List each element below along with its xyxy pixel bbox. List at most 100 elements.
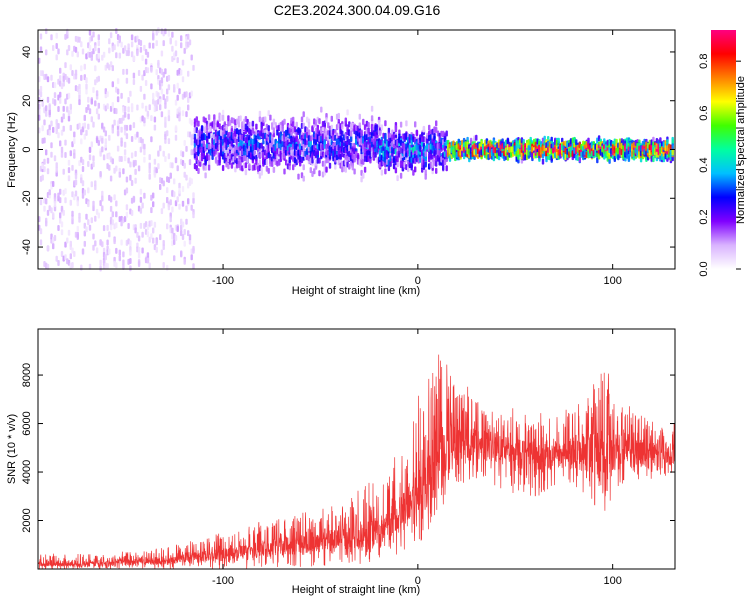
heatmap-cell (384, 168, 387, 175)
heatmap-cell (71, 50, 74, 57)
heatmap-cell (92, 233, 95, 240)
heatmap-cell (374, 151, 377, 158)
heatmap-cell (380, 124, 384, 131)
heatmap-cell (160, 111, 164, 118)
heatmap-cell (267, 125, 270, 132)
snr-y-tick-label: 2000 (21, 508, 33, 532)
heatmap-cell (60, 229, 64, 236)
heatmap-cell (195, 155, 198, 162)
heatmap-cell (118, 37, 121, 44)
heatmap-cell (188, 234, 192, 241)
heatmap-cell (392, 133, 396, 140)
heatmap-cell (144, 67, 148, 73)
colorbar-label: Normalized spectral amplitude (735, 76, 747, 224)
heatmap-cell (66, 237, 69, 244)
heatmap-cell (64, 241, 67, 248)
heatmap-cell (55, 255, 58, 262)
heatmap-cell (125, 124, 129, 131)
heatmap-cell (109, 175, 113, 182)
heatmap-cell (45, 149, 48, 156)
heatmap-cell (123, 129, 127, 136)
heatmap-cell (87, 201, 90, 208)
heatmap-cell (94, 240, 97, 247)
heatmap-cell (97, 52, 100, 59)
heatmap-cell (129, 161, 132, 168)
heatmap-y-tick-label: 40 (21, 46, 33, 58)
heatmap-cell (202, 140, 205, 147)
heatmap-cell (396, 151, 399, 158)
heatmap-cell (180, 224, 183, 231)
heatmap-cell (152, 192, 155, 199)
heatmap-cell (178, 187, 181, 194)
heatmap-cell (108, 164, 111, 171)
heatmap-cell (169, 199, 172, 206)
heatmap-cell (102, 51, 106, 58)
heatmap-cell (97, 113, 100, 120)
heatmap-cell (497, 150, 501, 156)
heatmap-cell (483, 149, 487, 156)
heatmap-cell (363, 141, 367, 148)
heatmap-cell (130, 103, 134, 110)
heatmap-cell (239, 134, 242, 141)
heatmap-cell (87, 187, 90, 194)
heatmap-cell (242, 155, 246, 162)
heatmap-cell (242, 118, 246, 125)
heatmap-cell (97, 34, 100, 41)
heatmap-cell (53, 235, 57, 241)
heatmap-cell (160, 249, 164, 256)
heatmap-cell (139, 46, 143, 53)
heatmap-cell (88, 29, 92, 36)
heatmap-cell (41, 70, 44, 77)
heatmap-cell (38, 103, 41, 110)
heatmap-cell (52, 45, 55, 51)
heatmap-cell (414, 166, 417, 173)
heatmap-cell (60, 151, 64, 158)
heatmap-cell (111, 102, 114, 108)
heatmap-cell (162, 262, 165, 268)
heatmap-cell (207, 132, 211, 139)
heatmap-cell (143, 93, 146, 100)
heatmap-cell (155, 105, 158, 112)
heatmap-cell (235, 118, 239, 125)
snr-y-axis-label: SNR (10 * v/v) (6, 414, 18, 484)
heatmap-cell (45, 105, 48, 112)
heatmap-cell (167, 204, 171, 211)
heatmap-cell (162, 150, 165, 157)
heatmap-cell (325, 117, 328, 124)
heatmap-cell (181, 76, 185, 83)
heatmap-cell (143, 117, 146, 124)
heatmap-cell (541, 158, 545, 165)
heatmap-cell (123, 141, 127, 148)
heatmap-cell (137, 205, 141, 212)
heatmap-cell (81, 159, 85, 166)
heatmap-cell (71, 70, 74, 76)
heatmap-cell (389, 133, 392, 140)
heatmap-cell (251, 120, 255, 127)
heatmap-cell (101, 241, 104, 248)
heatmap-cell (137, 252, 141, 259)
heatmap-cell (302, 164, 305, 171)
heatmap-cell (88, 45, 92, 51)
heatmap-cell (424, 169, 427, 176)
heatmap-cell (174, 99, 178, 106)
heatmap-cell (132, 72, 136, 79)
heatmap-cell (111, 211, 114, 218)
heatmap-cell (445, 165, 448, 172)
heatmap-cell (159, 234, 162, 241)
heatmap-cell (414, 121, 417, 128)
heatmap-cell (92, 121, 95, 128)
heatmap-cell (143, 156, 146, 163)
heatmap-cell (67, 229, 71, 236)
heatmap-cell (328, 162, 332, 169)
heatmap-cell (132, 195, 136, 202)
heatmap-cell (116, 88, 120, 95)
heatmap-cell (405, 120, 408, 127)
heatmap-cell (52, 181, 55, 187)
heatmap-cell (90, 181, 93, 188)
heatmap-cell (178, 115, 181, 122)
heatmap-cell (353, 168, 356, 175)
heatmap-cell (164, 116, 167, 123)
heatmap-cell (134, 159, 137, 166)
heatmap-cell (130, 51, 134, 58)
heatmap-cell (302, 122, 305, 129)
